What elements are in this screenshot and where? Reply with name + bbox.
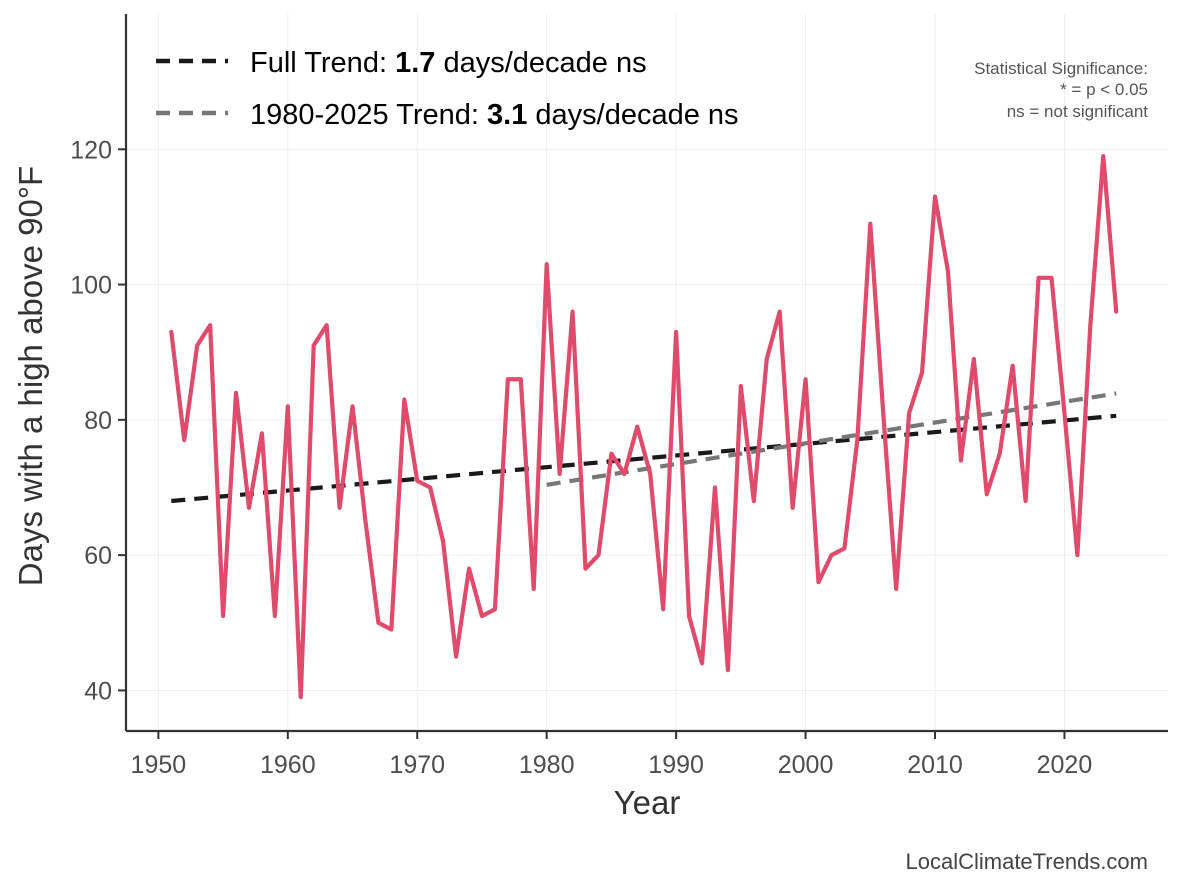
legend-label-recent-trend: 1980-2025 Trend: 3.1 days/decade ns (250, 99, 739, 131)
legend-label-full-trend: Full Trend: 1.7 days/decade ns (250, 47, 647, 79)
x-tick-label-1970: 1970 (389, 751, 445, 779)
x-tick-label-1980: 1980 (519, 751, 575, 779)
y-tick-label-60: 60 (84, 542, 112, 570)
x-tick-label-2010: 2010 (907, 751, 963, 779)
data-series (169, 153, 1119, 700)
y-axis-label: Days with a high above 90°F (12, 166, 49, 586)
x-tick-label-1960: 1960 (260, 751, 316, 779)
x-tick-label-1950: 1950 (131, 751, 187, 779)
ticks: 1950 1960 1970 1980 1990 2000 2010 2020 40 60 80 10… (70, 136, 1092, 779)
x-tick-label-2000: 2000 (778, 751, 834, 779)
significance-ns: ns = not significant (1007, 102, 1149, 121)
x-axis-label: Year (614, 784, 681, 821)
axes (124, 14, 1168, 733)
series-line-0 (169, 153, 1119, 700)
recent-trend-line (546, 391, 1117, 487)
legend: Full Trend: 1.7 days/decade ns 1980-2025… (156, 47, 739, 131)
x-tick-label-1990: 1990 (648, 751, 704, 779)
x-tick-label-2020: 2020 (1037, 751, 1093, 779)
significance-star: * = p < 0.05 (1060, 80, 1148, 99)
source-credit: LocalClimateTrends.com (906, 849, 1149, 874)
y-tick-label-120: 120 (70, 136, 112, 164)
y-tick-label-100: 100 (70, 272, 112, 300)
y-tick-label-40: 40 (84, 677, 112, 705)
full-trend-line (171, 413, 1117, 504)
y-tick-label-80: 80 (84, 407, 112, 435)
significance-note: Statistical Significance: * = p < 0.05 n… (974, 59, 1148, 121)
significance-title: Statistical Significance: (974, 59, 1148, 78)
